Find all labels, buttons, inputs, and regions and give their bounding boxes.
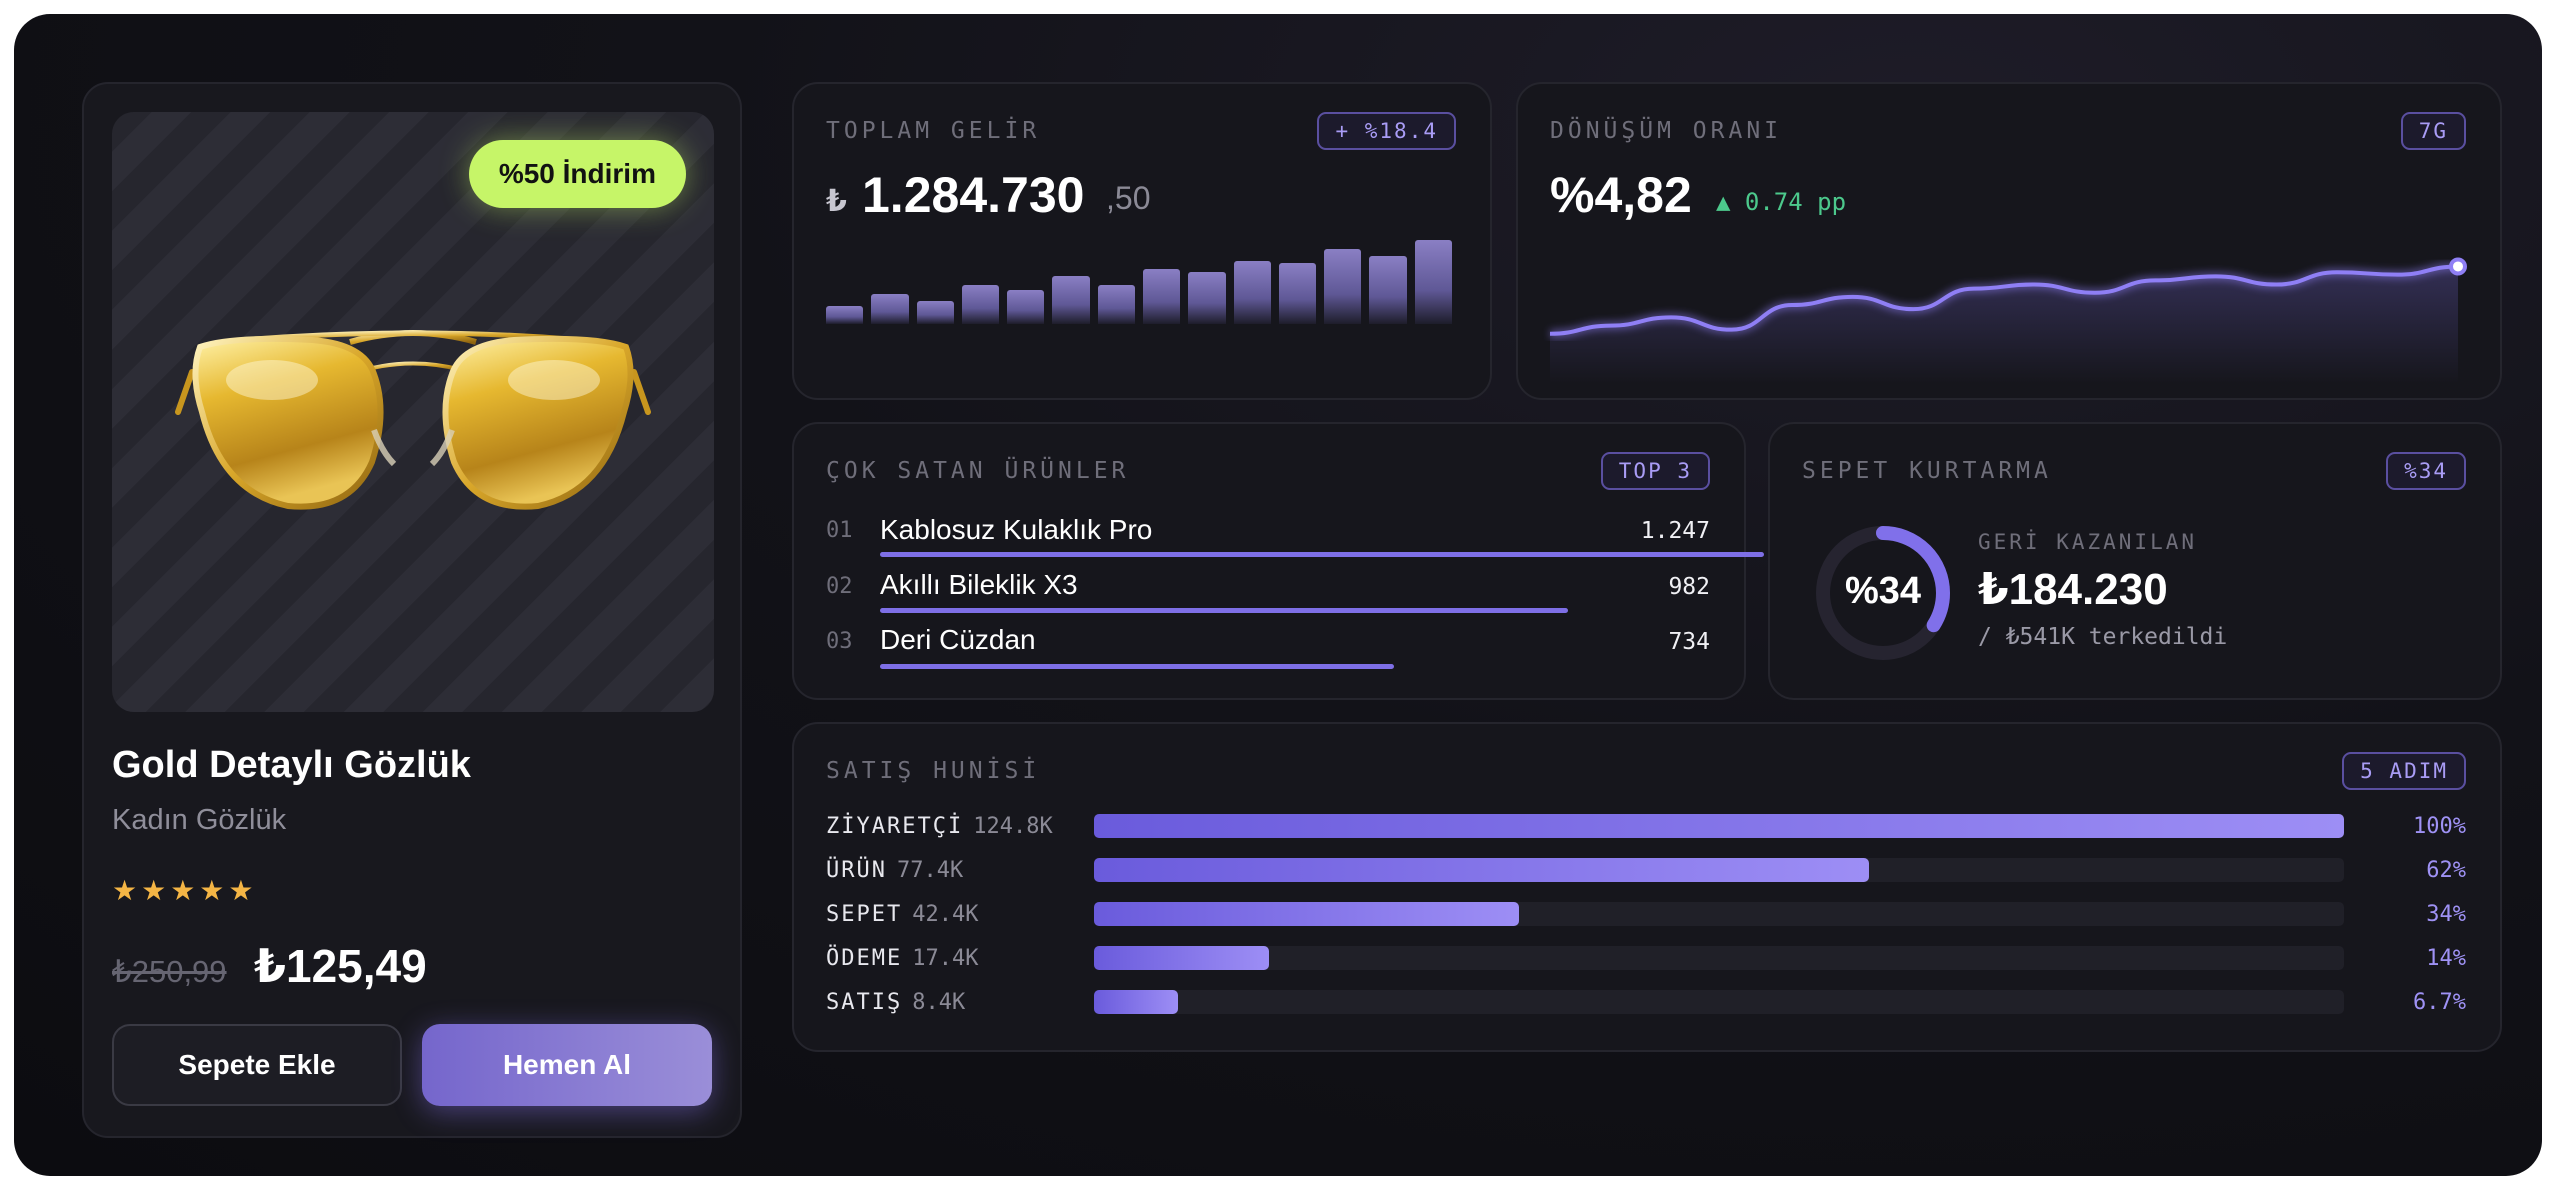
revenue-panel: TOPLAM GELİR + %18.4 ₺ 1.284.730 ,50 <box>792 82 1492 400</box>
product-name: Akıllı Bileklik X3 <box>880 569 1078 600</box>
conversion-value: %4,82 <box>1550 167 1692 223</box>
funnel-step-name: ÜRÜN <box>826 858 887 883</box>
product-name: Deri Cüzdan <box>880 624 1036 655</box>
funnel-step-percent: 6.7% <box>2413 990 2466 1015</box>
dashboard-frame: %50 İndirim Gold Detaylı Gözlük Kadın Gö… <box>14 14 2542 1176</box>
conversion-area <box>1550 266 2458 384</box>
revenue-bar <box>1188 272 1226 324</box>
funnel-track <box>1094 990 2344 1014</box>
sales-count: 982 <box>1668 574 1710 600</box>
funnel-step-label: ZİYARETÇİ 124.8K <box>826 814 1053 839</box>
star-rating: ★★★★★ <box>112 875 258 906</box>
funnel-step-count: 77.4K <box>896 858 964 883</box>
product-card: %50 İndirim Gold Detaylı Gözlük Kadın Gö… <box>82 82 742 1138</box>
donut-label: %34 <box>1844 570 1922 612</box>
revenue-bar <box>826 306 864 324</box>
funnel-step-name: SATIŞ <box>826 990 903 1015</box>
buy-now-button[interactable]: Hemen Al <box>422 1024 712 1106</box>
product-image: %50 İndirim <box>112 112 714 712</box>
conversion-line <box>1549 264 2459 336</box>
period-pill[interactable]: 7G <box>2400 112 2466 150</box>
donut-arc <box>1816 526 1950 660</box>
conversion-end-point <box>2449 257 2467 276</box>
funnel-step-label: ÖDEME 17.4K <box>826 946 978 971</box>
funnel-step-count: 8.4K <box>912 990 966 1015</box>
revenue-bar <box>1143 269 1181 324</box>
bestseller-panel: ÇOK SATAN ÜRÜNLER TOP 3 01 Kablosuz Kula… <box>792 422 1764 700</box>
funnel-bar <box>1094 858 1869 882</box>
funnel-track <box>1094 946 2344 970</box>
product-title: Gold Detaylı Gözlük <box>112 744 471 786</box>
revenue-bar <box>1278 263 1317 324</box>
new-price: ₺125,49 <box>254 940 427 992</box>
sales-count: 734 <box>1668 629 1710 655</box>
funnel-track <box>1094 858 2344 882</box>
recovery-rate-pill: %34 <box>2386 452 2466 490</box>
sales-funnel-panel: SATIŞ HUNİSİ 5 ADIM ZİYARETÇİ 124.8K 100% Ü… <box>792 722 2502 1052</box>
aviator-sunglasses-icon <box>175 330 651 510</box>
funnel-step-count: 124.8K <box>973 814 1053 839</box>
funnel-step-label: ÜRÜN 77.4K <box>826 858 963 883</box>
recovery-donut <box>1816 526 1950 660</box>
funnel-step-percent: 100% <box>2413 814 2466 839</box>
revenue-bar <box>916 301 954 324</box>
funnel-step-count: 17.4K <box>912 946 979 971</box>
funnel-track <box>1094 902 2344 926</box>
revenue-bar <box>1097 285 1135 324</box>
funnel-step-name: SEPET <box>826 902 903 927</box>
revenue-bar <box>1324 249 1362 324</box>
sales-bar <box>880 608 1568 613</box>
add-to-cart-button[interactable]: Sepete Ekle <box>112 1024 402 1106</box>
funnel-kicker: SATIŞ HUNİSİ <box>826 758 1041 784</box>
conversion-line-chart <box>1549 257 2467 384</box>
revenue-bar <box>1052 276 1090 324</box>
revenue-kicker: TOPLAM GELİR <box>826 118 1041 144</box>
revenue-bar <box>1369 256 1407 324</box>
top3-pill: TOP 3 <box>1600 452 1710 490</box>
discount-badge: %50 İndirim <box>468 140 686 208</box>
abandoned-total: / ₺541K terkedildi <box>1978 624 2228 650</box>
funnel-bar <box>1094 946 1269 970</box>
recovery-kicker: SEPET KURTARMA <box>1802 458 2052 484</box>
sales-bar <box>880 552 1764 557</box>
funnel-step-name: ZİYARETÇİ <box>826 814 964 839</box>
revenue-bar <box>1007 290 1045 324</box>
revenue-bar <box>1414 240 1452 324</box>
old-price: ₺250,99 <box>112 954 227 989</box>
funnel-step-name: ÖDEME <box>826 946 903 971</box>
rank-label: 02 <box>826 574 853 599</box>
currency-symbol: ₺ <box>826 185 847 218</box>
funnel-bar <box>1094 990 1178 1014</box>
funnel-track <box>1094 814 2344 838</box>
funnel-step-label: SEPET 42.4K <box>826 902 978 927</box>
sales-bar <box>880 664 1394 669</box>
recovered-value: ₺184.230 <box>1978 565 2168 614</box>
recovered-kicker: GERİ KAZANILAN <box>1978 530 2198 554</box>
funnel-step-count: 42.4K <box>912 902 979 927</box>
product-name: Kablosuz Kulaklık Pro <box>880 514 1153 545</box>
funnel-bar <box>1094 814 2344 838</box>
revenue-bar <box>961 285 1000 324</box>
funnel-step-percent: 62% <box>2426 858 2466 883</box>
revenue-value: 1.284.730 <box>862 167 1085 223</box>
conversion-delta: ▲ 0.74 pp <box>1716 188 1847 216</box>
funnel-step-percent: 14% <box>2426 946 2466 971</box>
rank-label: 01 <box>826 518 853 543</box>
funnel-step-percent: 34% <box>2426 902 2466 927</box>
cart-recovery-panel: SEPET KURTARMA %34 %34 GERİ KAZANILAN ₺1… <box>1768 422 2502 700</box>
sales-count: 1.247 <box>1640 518 1710 544</box>
revenue-bar <box>871 294 909 324</box>
steps-pill: 5 ADIM <box>2342 752 2466 790</box>
funnel-bar <box>1094 902 1519 926</box>
revenue-cents: ,50 <box>1106 180 1151 216</box>
bestseller-kicker: ÇOK SATAN ÜRÜNLER <box>826 458 1130 484</box>
revenue-bar <box>1233 261 1271 324</box>
rank-label: 03 <box>826 629 853 654</box>
product-category: Kadın Gözlük <box>112 804 287 836</box>
funnel-step-label: SATIŞ 8.4K <box>826 990 965 1015</box>
conversion-panel: DÖNÜŞÜM ORANI 7G %4,82 ▲ 0.74 pp <box>1516 82 2502 400</box>
revenue-growth-pill: + %18.4 <box>1317 112 1456 150</box>
conversion-kicker: DÖNÜŞÜM ORANI <box>1550 118 1783 144</box>
